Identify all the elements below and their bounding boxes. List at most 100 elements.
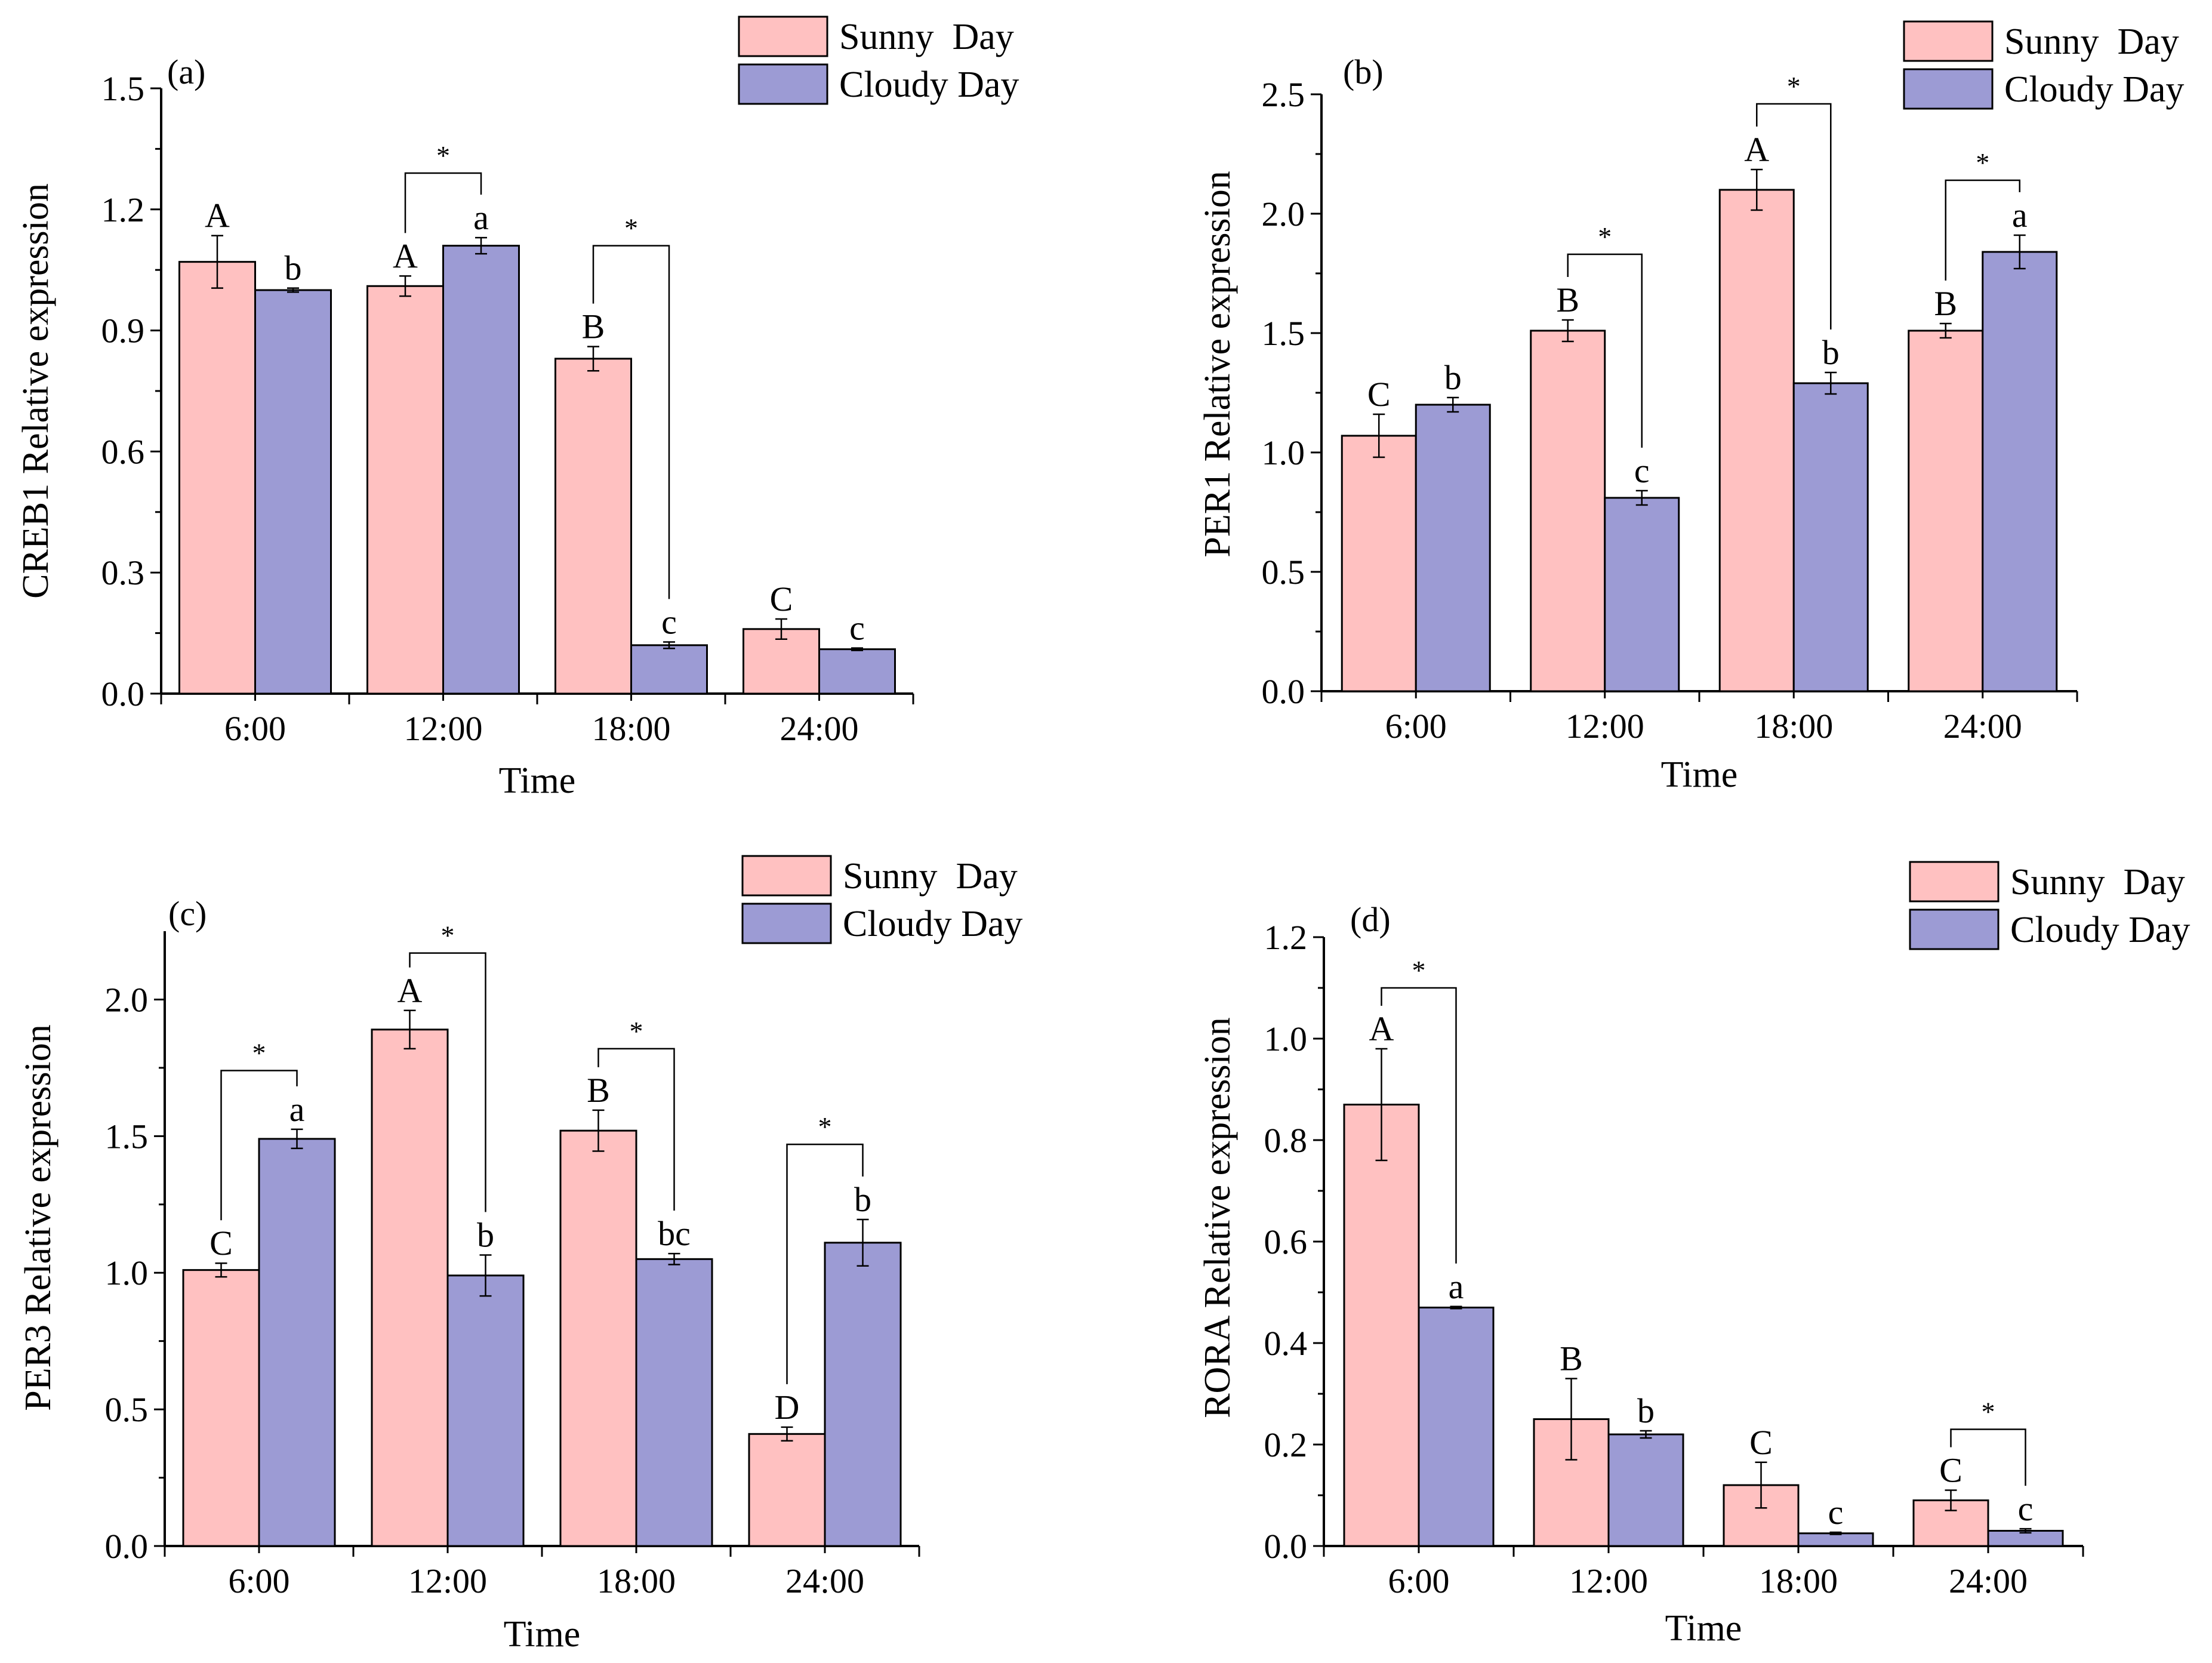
sunny-bar	[1343, 1104, 1420, 1547]
significance-star: *	[624, 213, 638, 244]
cloudy-bar	[1604, 497, 1680, 692]
panel-label: (b)	[1343, 53, 1384, 91]
significance-bracket	[786, 1143, 864, 1384]
chart-panel-d: 0.0 0.2 0.4 0.6 0.8 1.0 1.2 6:00 12:00 18:00 24:00…	[1197, 861, 2190, 1649]
cloudy-bar	[442, 245, 520, 695]
significance-letter: b	[477, 1215, 494, 1254]
significance-letter: C	[1939, 1451, 1963, 1490]
significance-bracket	[1567, 253, 1643, 448]
significance-bracket	[597, 1048, 675, 1211]
x-tick-label: 12:00	[1566, 707, 1644, 746]
significance-letter: a	[473, 198, 489, 237]
x-tick-label: 6:00	[1388, 1562, 1449, 1600]
legend-label-sunny: Sunny Day	[2010, 862, 2185, 903]
significance-bracket	[1756, 103, 1832, 329]
cloudy-bar	[1982, 251, 2058, 692]
sunny-bar	[178, 261, 256, 695]
significance-letter: A	[1369, 1009, 1394, 1048]
significance-letter: b	[1444, 358, 1462, 397]
legend-swatch-sunny	[1909, 861, 2000, 903]
legend-label-cloudy: Cloudy Day	[2004, 69, 2184, 110]
sunny-bar	[554, 358, 632, 695]
cloudy-bar	[1607, 1433, 1684, 1547]
cloudy-bar	[258, 1138, 336, 1547]
y-tick-label: 1.5	[105, 1117, 149, 1156]
cloudy-bar	[1987, 1530, 2064, 1547]
significance-letter: B	[1556, 281, 1579, 319]
y-tick-label: 2.5	[1262, 75, 1305, 114]
cloudy-bar	[1415, 404, 1491, 692]
y-tick-label: 0.0	[105, 1527, 149, 1566]
legend-label-cloudy: Cloudy Day	[839, 64, 1019, 105]
significance-bracket	[1381, 987, 1457, 1264]
y-tick-label: 1.2	[1264, 918, 1308, 957]
x-axis-title: Time	[499, 760, 576, 801]
significance-letter: bc	[658, 1214, 691, 1253]
x-axis-title: Time	[1665, 1608, 1742, 1649]
sunny-bar	[182, 1269, 260, 1547]
cloudy-bar	[254, 289, 332, 695]
x-tick-label: 6:00	[228, 1562, 289, 1600]
sunny-bar	[748, 1433, 826, 1547]
sunny-bar	[1718, 189, 1795, 692]
legend: Sunny Day Cloudy Day	[1909, 861, 2190, 950]
significance-star: *	[252, 1037, 266, 1068]
significance-bracket	[404, 172, 482, 233]
legend-label-cloudy: Cloudy Day	[2010, 910, 2190, 950]
cloudy-bar	[1797, 1532, 1874, 1547]
significance-letter: C	[210, 1224, 233, 1262]
significance-letter: a	[289, 1090, 305, 1129]
significance-bracket	[592, 245, 670, 599]
sunny-bar	[1908, 329, 1984, 692]
y-tick-label: 0.6	[101, 432, 145, 471]
y-tick-label: 1.5	[1262, 314, 1305, 353]
legend-swatch-cloudy	[741, 903, 832, 944]
significance-letter: c	[849, 609, 865, 648]
legend-swatch-cloudy	[738, 63, 828, 105]
x-tick-label: 24:00	[1949, 1562, 2028, 1600]
significance-letter: B	[1934, 284, 1957, 323]
y-tick-label: 0.0	[1264, 1527, 1308, 1566]
significance-letter: b	[1822, 333, 1840, 372]
y-tick-label: 0.0	[1262, 672, 1305, 711]
x-axis-title: Time	[504, 1614, 581, 1655]
legend-swatch-cloudy	[1903, 68, 1994, 110]
significance-letter: a	[2012, 196, 2028, 235]
significance-star: *	[630, 1016, 643, 1046]
significance-letter: B	[582, 307, 605, 346]
y-axis-title: RORA Relative expression	[1197, 1017, 1238, 1418]
y-tick-label: 0.5	[1262, 553, 1305, 592]
panel-label: (c)	[168, 894, 207, 933]
chart-panel-c: 0.0 0.5 1.0 1.5 2.0 6:00 12:00 18:00 24:00 C A B Da b…	[18, 855, 1022, 1655]
significance-star: *	[1598, 221, 1612, 252]
y-tick-label: 1.0	[105, 1254, 149, 1292]
y-tick-label: 0.6	[1264, 1222, 1308, 1261]
y-tick-label: 2.0	[1262, 195, 1305, 233]
significance-letter: b	[854, 1180, 871, 1219]
y-axis-title: PER3 Relative expression	[18, 1024, 58, 1411]
y-tick-label: 2.0	[105, 980, 149, 1019]
legend-swatch-sunny	[738, 16, 828, 57]
significance-letter: C	[1367, 375, 1391, 414]
cloudy-bar	[446, 1274, 525, 1547]
significance-letter: b	[1637, 1391, 1655, 1430]
significance-letter: A	[393, 236, 418, 275]
cloudy-bar	[1792, 382, 1869, 692]
significance-letter: c	[1634, 451, 1650, 490]
significance-letter: A	[398, 971, 423, 1010]
y-tick-label: 0.9	[101, 312, 145, 350]
y-tick-label: 0.3	[101, 553, 145, 592]
panel-label: (a)	[167, 53, 205, 91]
significance-bracket	[1945, 179, 2020, 281]
sunny-bar	[371, 1028, 449, 1547]
cloudy-bar	[630, 644, 708, 695]
significance-star: *	[1976, 147, 1989, 178]
significance-letter: B	[1560, 1339, 1583, 1378]
significance-letter: a	[1449, 1267, 1464, 1306]
x-tick-label: 6:00	[224, 709, 286, 748]
sunny-bar	[559, 1129, 637, 1547]
x-tick-label: 6:00	[1385, 707, 1447, 746]
y-tick-label: 1.5	[101, 69, 145, 108]
significance-letter: b	[285, 249, 302, 288]
legend-swatch-sunny	[741, 855, 832, 897]
